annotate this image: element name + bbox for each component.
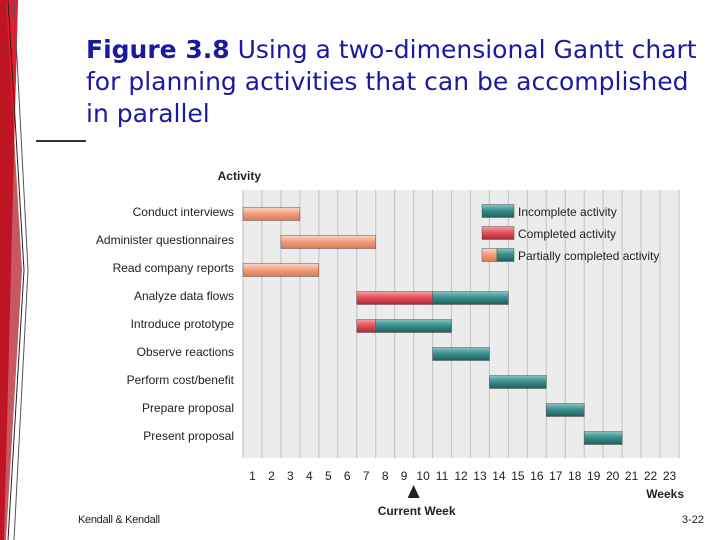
- legend-swatch-partial-todo: [496, 248, 515, 262]
- x-tick-label: 14: [492, 469, 506, 483]
- x-tick-label: 11: [436, 469, 449, 483]
- gantt-bar-completed: [280, 235, 376, 249]
- activity-label: Perform cost/benefit: [127, 373, 235, 387]
- footer-author: Kendall & Kendall: [78, 514, 160, 526]
- legend-swatch-completed: [481, 226, 515, 240]
- x-axis-title: Weeks: [646, 487, 684, 501]
- plot-background: [243, 190, 679, 458]
- x-tick-label: 15: [511, 469, 525, 483]
- activity-label: Read company reports: [113, 261, 234, 275]
- x-tick-label: 23: [663, 469, 677, 483]
- activity-label: Observe reactions: [137, 345, 234, 359]
- legend-swatch-partial-done: [481, 248, 498, 262]
- figure-number: Figure 3.8: [86, 35, 230, 64]
- x-tick-label: 17: [549, 469, 563, 483]
- x-tick-label: 22: [644, 469, 658, 483]
- title-rule: [36, 140, 86, 142]
- x-tick-label: 3: [287, 469, 294, 483]
- gantt-bar-incomplete: [375, 319, 452, 333]
- x-tick-label: 1: [249, 469, 256, 483]
- legend-label: Completed activity: [518, 227, 616, 241]
- x-tick-label: 5: [325, 469, 332, 483]
- x-tick-label: 9: [401, 469, 408, 483]
- legend-swatch-incomplete: [481, 204, 515, 218]
- y-axis-title: Activity: [218, 169, 262, 183]
- gantt-bar-incomplete: [583, 431, 623, 445]
- footer-page-number: 3-22: [681, 514, 704, 526]
- current-week-marker: [407, 485, 420, 498]
- x-tick-label: 13: [473, 469, 487, 483]
- activity-label: Analyze data flows: [134, 289, 234, 303]
- x-tick-label: 12: [454, 469, 468, 483]
- gantt-bar-completed: [356, 291, 433, 305]
- gantt-bar-completed: [356, 319, 376, 333]
- x-tick-label: 21: [625, 469, 639, 483]
- activity-label: Administer questionnaires: [96, 233, 234, 247]
- x-tick-label: 4: [306, 469, 313, 483]
- x-tick-label: 16: [530, 469, 544, 483]
- x-tick-label: 7: [363, 469, 370, 483]
- x-tick-label: 18: [568, 469, 582, 483]
- title-text: Using a two-dimensional Gantt chart for …: [86, 35, 697, 128]
- gantt-bar-completed: [242, 207, 301, 221]
- activity-label: Introduce prototype: [131, 317, 235, 331]
- slide-title: Figure 3.8 Using a two-dimensional Gantt…: [86, 34, 706, 130]
- gantt-bar-incomplete: [432, 347, 490, 361]
- gantt-bar-incomplete: [489, 375, 547, 389]
- x-tick-label: 2: [268, 469, 275, 483]
- x-tick-label: 10: [416, 469, 430, 483]
- x-tick-label: 8: [382, 469, 389, 483]
- gantt-bar-incomplete: [432, 291, 509, 305]
- x-tick-label: 6: [344, 469, 351, 483]
- activity-label: Conduct interviews: [133, 205, 234, 219]
- gantt-bar-completed: [242, 263, 320, 277]
- gantt-bar-incomplete: [546, 403, 585, 417]
- x-tick-label: 19: [587, 469, 601, 483]
- legend-label: Partially completed activity: [518, 249, 659, 263]
- current-week-label: Current Week: [378, 504, 456, 518]
- activity-label: Prepare proposal: [142, 401, 234, 415]
- legend-label: Incomplete activity: [518, 205, 617, 219]
- activity-label: Present proposal: [143, 429, 234, 443]
- left-border-decoration: [0, 0, 30, 540]
- x-tick-label: 20: [606, 469, 620, 483]
